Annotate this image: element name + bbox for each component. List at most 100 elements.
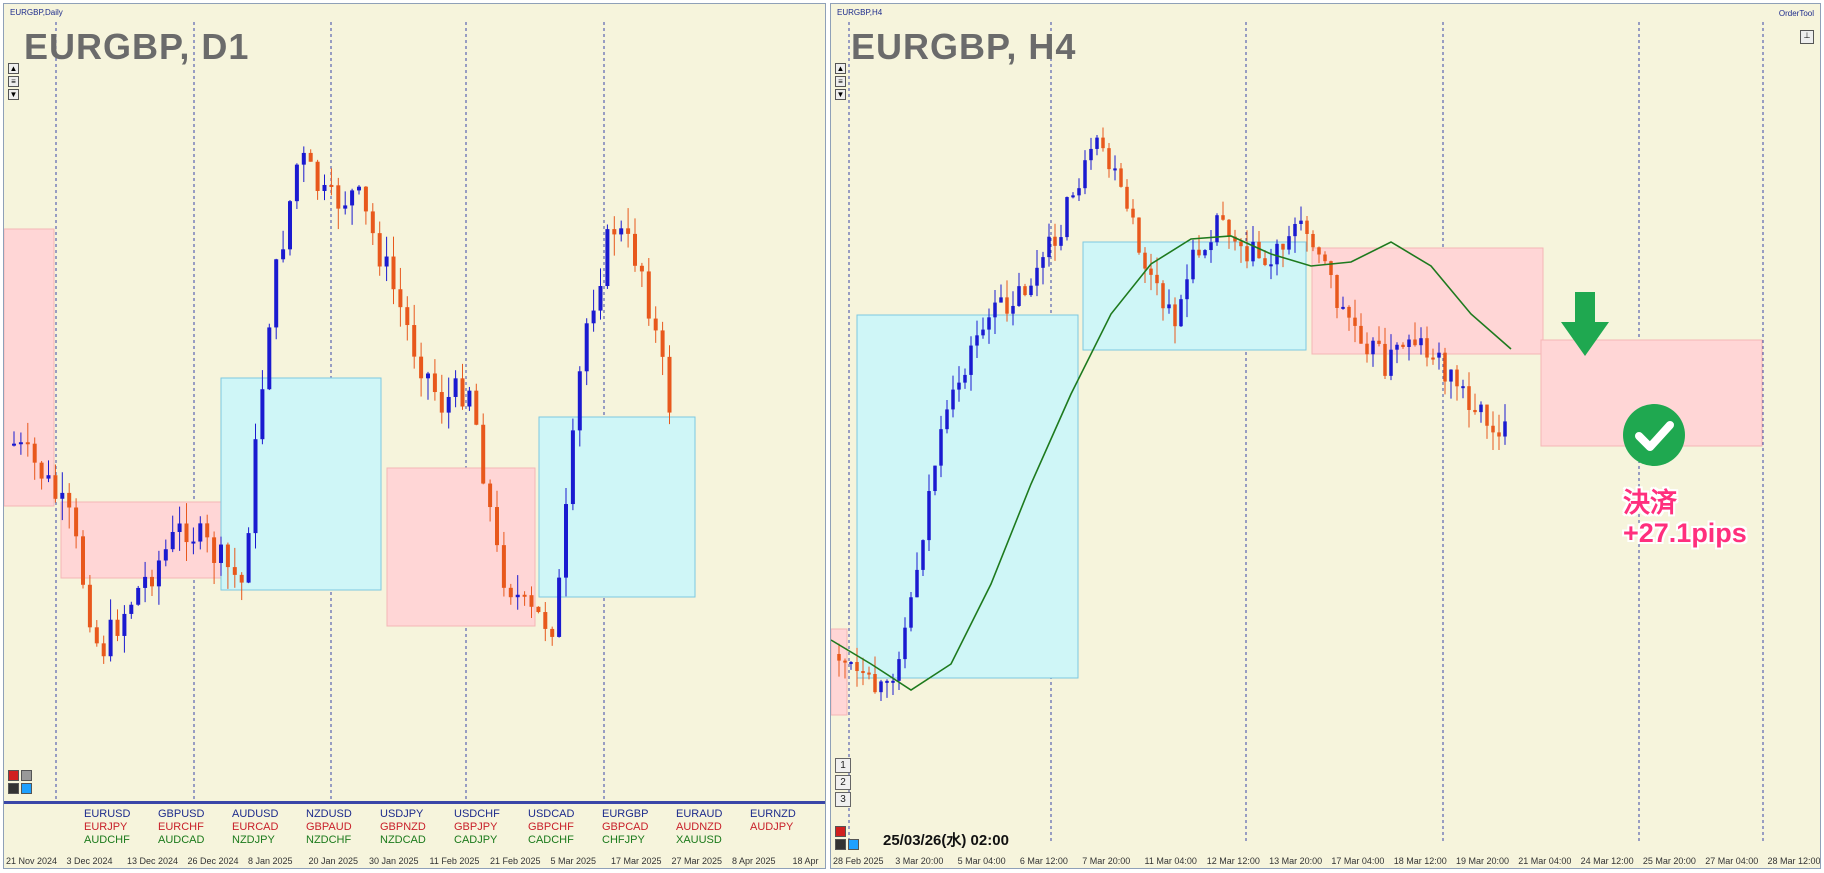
candle-body	[921, 540, 925, 570]
candle-body	[550, 628, 555, 637]
symbol-euraud[interactable]: EURAUD	[676, 808, 723, 820]
candle-body	[370, 211, 375, 234]
candle-body	[1167, 304, 1171, 309]
symbol-usdcad[interactable]: USDCAD	[528, 808, 575, 820]
candle-body	[377, 233, 382, 267]
symbol-nzdcad[interactable]: NZDCAD	[380, 834, 426, 846]
symbol-nzdchf[interactable]: NZDCHF	[306, 834, 352, 846]
chart-title: EURGBP, D1	[24, 26, 250, 67]
symbol-cadchf[interactable]: CADCHF	[528, 834, 574, 846]
symbol-gbpnzd[interactable]: GBPNZD	[380, 821, 426, 833]
symbol-eurchf[interactable]: EURCHF	[158, 821, 204, 833]
daily-chart-canvas[interactable]	[4, 4, 826, 869]
time-axis-label: 21 Feb 2025	[490, 856, 541, 866]
symbol-nzdjpy[interactable]: NZDJPY	[232, 834, 275, 846]
symbol-gbpjpy[interactable]: GBPJPY	[454, 821, 498, 833]
time-axis-label: 6 Mar 12:00	[1019, 856, 1068, 866]
candle-body	[1293, 223, 1297, 237]
close-icon[interactable]	[8, 770, 19, 781]
candle-body	[1287, 236, 1291, 250]
scroll-up-icon[interactable]: ▲	[835, 63, 846, 74]
candle-body	[536, 606, 541, 613]
daily-chart-window[interactable]: EURGBP,Daily EURGBP, D1 ▲ ≡ ▼ EURUSD EURJ…	[3, 3, 826, 869]
candle-body	[260, 389, 265, 440]
minimize-icon[interactable]	[21, 770, 32, 781]
candle-body	[1173, 304, 1177, 327]
symbol-eurjpy[interactable]: EURJPY	[84, 821, 128, 833]
symbol-xauusd[interactable]: XAUUSD	[676, 834, 722, 846]
tf-button-1[interactable]: 1	[835, 758, 851, 773]
symbol-nzdusd[interactable]: NZDUSD	[306, 808, 352, 820]
symbol-gbpaud[interactable]: GBPAUD	[306, 821, 352, 833]
candle-body	[843, 660, 847, 663]
candle-body	[885, 680, 889, 683]
symbol-eurusd[interactable]: EURUSD	[84, 808, 131, 820]
period-toggle-icon[interactable]: ≡	[835, 76, 846, 87]
candle-body	[1095, 137, 1099, 149]
symbol-gbpchf[interactable]: GBPCHF	[528, 821, 574, 833]
symbol-eurnzd[interactable]: EURNZD	[750, 808, 796, 820]
symbol-eurcad[interactable]: EURCAD	[232, 821, 279, 833]
candle-body	[1101, 137, 1105, 149]
symbol-audjpy[interactable]: AUDJPY	[750, 821, 794, 833]
tf-button-2[interactable]: 2	[835, 775, 851, 790]
candle-body	[481, 424, 486, 484]
candle-body	[301, 152, 306, 165]
symbol-audusd[interactable]: AUDUSD	[232, 808, 279, 820]
candle-body	[212, 537, 217, 563]
scroll-up-icon[interactable]: ▲	[8, 63, 19, 74]
symbol-chfjpy[interactable]: CHFJPY	[602, 834, 645, 846]
candle-body	[391, 256, 396, 290]
time-axis-label: 7 Mar 20:00	[1082, 856, 1131, 866]
scroll-down-icon[interactable]: ▼	[8, 89, 19, 100]
candle-body	[508, 587, 513, 598]
candle-body	[460, 378, 465, 407]
candle-body	[1449, 369, 1453, 382]
tool-icon[interactable]	[8, 783, 19, 794]
symbol-usdchf[interactable]: USDCHF	[454, 808, 500, 820]
candle-body	[1467, 386, 1471, 410]
ordertool-label[interactable]: OrderTool	[1778, 9, 1814, 18]
symbol-gbpcad[interactable]: GBPCAD	[602, 821, 649, 833]
symbol-audchf[interactable]: AUDCHF	[84, 834, 130, 846]
time-axis-label: 27 Mar 04:00	[1705, 856, 1759, 866]
candle-body	[225, 544, 230, 568]
candle-body	[1431, 357, 1435, 360]
candle-body	[467, 390, 472, 407]
h4-chart-window[interactable]: EURGBP,H4 OrderTool ⊥ EURGBP, H4 ▲ ≡ ▼ 1…	[830, 3, 1821, 869]
pin-icon[interactable]: ⊥	[1800, 30, 1814, 44]
time-axis-label: 18 Mar 12:00	[1393, 856, 1447, 866]
candle-body	[1161, 283, 1165, 309]
symbol-audnzd[interactable]: AUDNZD	[676, 821, 722, 833]
candle-body	[129, 604, 134, 614]
symbol-gbpusd[interactable]: GBPUSD	[158, 808, 205, 820]
candle-body	[18, 442, 23, 445]
symbol-eurgbp[interactable]: EURGBP	[602, 808, 649, 820]
settings-icon[interactable]	[848, 839, 859, 850]
tool-icon[interactable]	[835, 839, 846, 850]
close-icon[interactable]	[835, 826, 846, 837]
candle-body	[1113, 168, 1117, 171]
candle-body	[1443, 352, 1447, 382]
candle-body	[136, 587, 141, 605]
candle-body	[633, 233, 637, 266]
symbol-usdjpy[interactable]: USDJPY	[380, 808, 424, 820]
candle-body	[570, 430, 575, 505]
candle-body	[1323, 254, 1327, 262]
symbol-cadjpy[interactable]: CADJPY	[454, 834, 498, 846]
demand-zone	[220, 377, 382, 591]
candle-body	[1023, 286, 1027, 296]
candle-body	[170, 531, 175, 550]
symbol-audcad[interactable]: AUDCAD	[158, 834, 205, 846]
candle-body	[108, 619, 113, 657]
tf-button-3[interactable]: 3	[835, 792, 851, 807]
candle-body	[219, 544, 223, 563]
candle-body	[398, 289, 403, 308]
window-label: EURGBP,Daily	[10, 8, 63, 17]
candle-body	[1137, 217, 1141, 253]
period-toggle-icon[interactable]: ≡	[8, 76, 19, 87]
settings-icon[interactable]	[21, 783, 32, 794]
candle-body	[626, 228, 631, 234]
scroll-down-icon[interactable]: ▼	[835, 89, 846, 100]
candle-body	[861, 671, 865, 674]
